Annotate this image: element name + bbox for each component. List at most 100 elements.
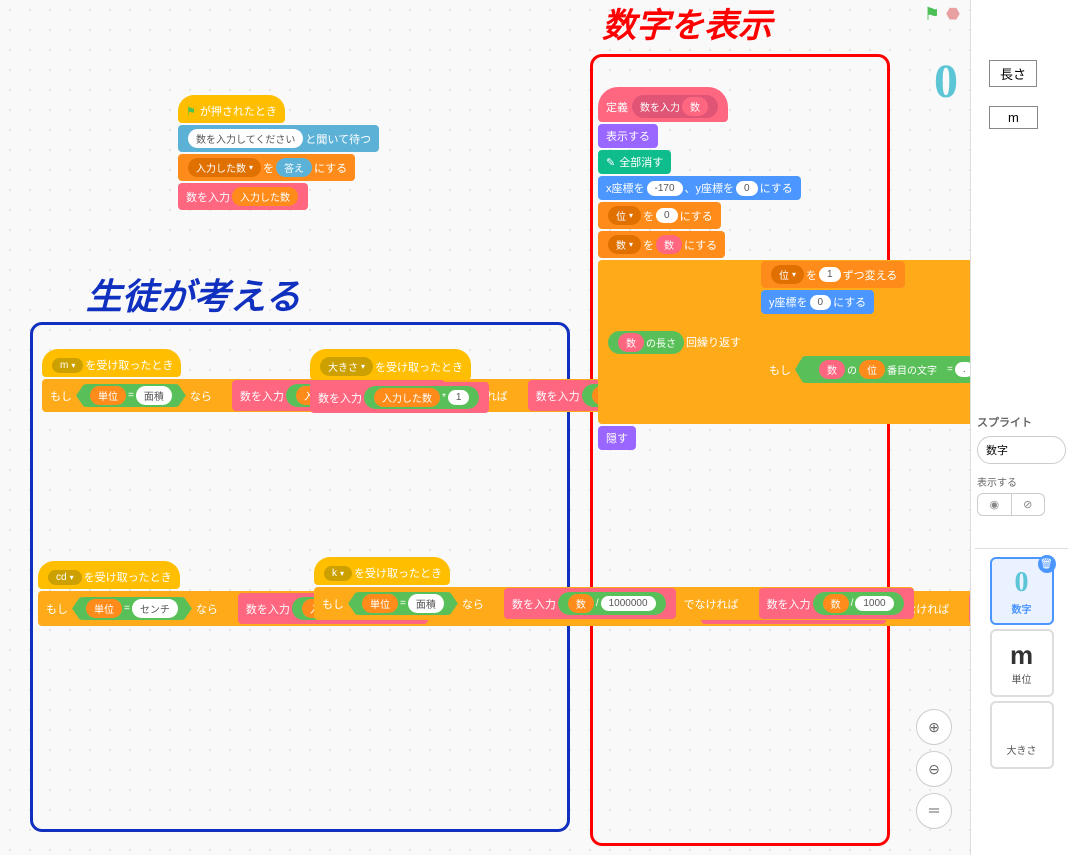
- sprite-thumb-selected[interactable]: 🗑 0 数字: [990, 557, 1054, 625]
- if-label: もし: [769, 362, 791, 378]
- hide-block[interactable]: 隠す: [598, 426, 636, 450]
- var-dropdown[interactable]: 位: [608, 206, 641, 225]
- value-input[interactable]: 1000000: [601, 596, 656, 611]
- zoom-reset-button[interactable]: ＝: [916, 793, 952, 829]
- goto-xy-block[interactable]: x座標を -170 、y座標を 0 にする: [598, 176, 801, 200]
- message-dropdown[interactable]: cd: [48, 570, 82, 585]
- value-input[interactable]: 面積: [136, 386, 172, 405]
- letter-operator[interactable]: 数 の 位 番目の文字: [809, 358, 945, 381]
- sprite-thumb[interactable]: 大きさ: [990, 701, 1054, 769]
- show-button[interactable]: ◉: [978, 494, 1011, 515]
- value-input[interactable]: 面積: [408, 594, 444, 613]
- arg-label: 数: [682, 97, 708, 116]
- message-dropdown[interactable]: m: [52, 358, 83, 373]
- ask-and-wait-block[interactable]: 数を入力してください と聞いて待つ: [178, 125, 379, 152]
- value-input[interactable]: センチ: [132, 599, 178, 618]
- eq-label: =: [947, 364, 953, 375]
- block-label: にする: [680, 208, 713, 224]
- eq-label: =: [124, 603, 130, 614]
- var-dropdown[interactable]: 位: [771, 265, 804, 284]
- var-reporter[interactable]: 単位: [86, 599, 122, 618]
- length-operator[interactable]: 数 の長さ: [608, 331, 684, 354]
- when-receive-block[interactable]: m を受け取ったとき: [42, 349, 181, 377]
- sprite-glyph: m: [1010, 640, 1033, 671]
- block-label: を受け取ったとき: [354, 565, 442, 581]
- equals-operator[interactable]: 単位 = センチ: [72, 597, 192, 620]
- block-label: を受け取ったとき: [84, 569, 172, 585]
- ask-prompt: 数を入力してください: [188, 129, 303, 148]
- right-panel: 長さ m スプライト 数字 表示する ◉ ⊘ 🗑 0 数字 m 単位 大きさ: [970, 0, 1072, 855]
- var-reporter[interactable]: 入力した数: [232, 187, 298, 206]
- block-label: にする: [760, 180, 793, 196]
- divide-operator[interactable]: 数 / 1000: [813, 592, 904, 615]
- sprite-section-label: スプライト: [977, 414, 1066, 430]
- multiply-operator[interactable]: 入力した数 * 1: [364, 386, 479, 409]
- stop-icon[interactable]: ⬣: [946, 4, 960, 25]
- var-reporter[interactable]: 単位: [90, 386, 126, 405]
- k-script-stack[interactable]: k を受け取ったとき もし 単位 = 面積 なら 数を入力 数 /: [314, 556, 914, 621]
- var-reporter[interactable]: 位: [859, 360, 885, 379]
- of-label: の: [847, 362, 857, 377]
- block-label: にする: [314, 160, 347, 176]
- custom-call-block[interactable]: 数を入力 入力した数 * 1: [310, 382, 489, 413]
- var-reporter[interactable]: 入力した数: [374, 388, 440, 407]
- set-y-block[interactable]: y座標を 0 にする: [761, 290, 874, 314]
- when-receive-block[interactable]: 大きさ を受け取ったとき: [310, 349, 471, 380]
- var-reporter[interactable]: 数: [568, 594, 594, 613]
- sprite-thumb[interactable]: m 単位: [990, 629, 1054, 697]
- arg-reporter[interactable]: 数: [656, 235, 682, 254]
- if-else-block[interactable]: もし 単位 = 面積 なら 数を入力 数 / 1000000: [314, 587, 914, 620]
- hide-button[interactable]: ⊘: [1011, 494, 1045, 515]
- value-input[interactable]: 1000: [855, 596, 893, 611]
- var-dropdown[interactable]: 数: [608, 235, 641, 254]
- size-script-stack[interactable]: 大きさ を受け取ったとき 数を入力 入力した数 * 1: [310, 348, 489, 414]
- message-dropdown[interactable]: k: [324, 566, 352, 581]
- arg-reporter[interactable]: 数: [819, 360, 845, 379]
- when-receive-block[interactable]: cd を受け取ったとき: [38, 561, 180, 589]
- green-flag-icon[interactable]: ⚑: [924, 4, 940, 25]
- blue-annotation: 生徒が考える: [86, 268, 301, 320]
- answer-reporter[interactable]: 答え: [276, 158, 312, 177]
- custom-call-block[interactable]: 数を入力 数 / 1000: [759, 588, 914, 619]
- times-label: *: [442, 392, 446, 403]
- zoom-out-button[interactable]: ⊖: [916, 751, 952, 787]
- custom-call-block[interactable]: 数を入力 入力した数: [178, 183, 308, 210]
- erase-all-block[interactable]: ✎ 全部消す: [598, 150, 671, 174]
- change-variable-block[interactable]: 位 を 1 ずつ変える: [761, 261, 905, 288]
- value-input[interactable]: 0: [810, 295, 832, 310]
- block-label: 数を入力: [186, 189, 230, 205]
- when-receive-block[interactable]: k を受け取ったとき: [314, 557, 450, 585]
- when-flag-clicked-block[interactable]: ⚑ が押されたとき: [178, 95, 285, 123]
- divide-operator[interactable]: 数 / 1000000: [558, 592, 666, 615]
- y-input[interactable]: 0: [736, 181, 758, 196]
- sprite-name-input[interactable]: 数字: [977, 436, 1066, 464]
- var-reporter[interactable]: 単位: [362, 594, 398, 613]
- then-label: なら: [196, 601, 218, 617]
- value-input[interactable]: 1: [819, 267, 841, 282]
- arg-reporter[interactable]: 数: [618, 333, 644, 352]
- zoom-in-button[interactable]: ⊕: [916, 709, 952, 745]
- block-label: 数を入力: [246, 601, 290, 617]
- equals-operator[interactable]: 数 の 位 番目の文字 = .: [795, 356, 988, 383]
- var-dropdown[interactable]: 入力した数: [188, 158, 261, 177]
- value-input[interactable]: 0: [656, 208, 678, 223]
- x-input[interactable]: -170: [647, 181, 683, 196]
- set-variable-block[interactable]: 位 を 0 にする: [598, 202, 721, 229]
- equals-operator[interactable]: 単位 = 面積: [348, 592, 458, 615]
- top-script-stack[interactable]: ⚑ が押されたとき 数を入力してください と聞いて待つ 入力した数 を 答え に…: [178, 94, 379, 211]
- block-label: にする: [833, 294, 866, 310]
- scripts-workspace[interactable]: 0 ⚑ ⬣ 数字を表示 生徒が考える ⚑ が押されたとき 数を入力してください …: [0, 0, 970, 855]
- equals-operator[interactable]: 単位 = 面積: [76, 384, 186, 407]
- define-block[interactable]: 定義 数を入力 数: [598, 87, 728, 122]
- set-variable-block[interactable]: 入力した数 を 答え にする: [178, 154, 355, 181]
- if-label: もし: [322, 596, 344, 612]
- show-block[interactable]: 表示する: [598, 124, 658, 148]
- block-label: 隠す: [606, 430, 628, 446]
- message-dropdown[interactable]: 大きさ: [320, 357, 373, 376]
- div-label: /: [851, 598, 854, 609]
- value-input[interactable]: 1: [448, 390, 470, 405]
- custom-call-block[interactable]: 数を入力 数 / 1000000: [504, 588, 676, 619]
- delete-sprite-icon[interactable]: 🗑: [1038, 555, 1056, 573]
- set-variable-block[interactable]: 数 を 数 にする: [598, 231, 725, 258]
- var-reporter[interactable]: 数: [823, 594, 849, 613]
